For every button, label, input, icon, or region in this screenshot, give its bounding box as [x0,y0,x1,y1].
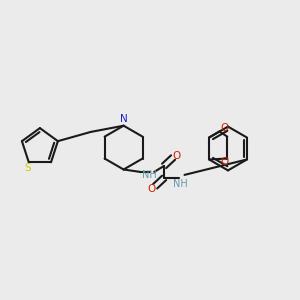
Text: O: O [147,184,156,194]
Text: N: N [120,114,128,124]
Text: S: S [24,163,31,173]
Text: NH: NH [142,170,157,181]
Text: NH: NH [172,179,188,189]
Text: O: O [221,124,229,134]
Text: O: O [221,157,229,167]
Text: O: O [172,151,181,161]
